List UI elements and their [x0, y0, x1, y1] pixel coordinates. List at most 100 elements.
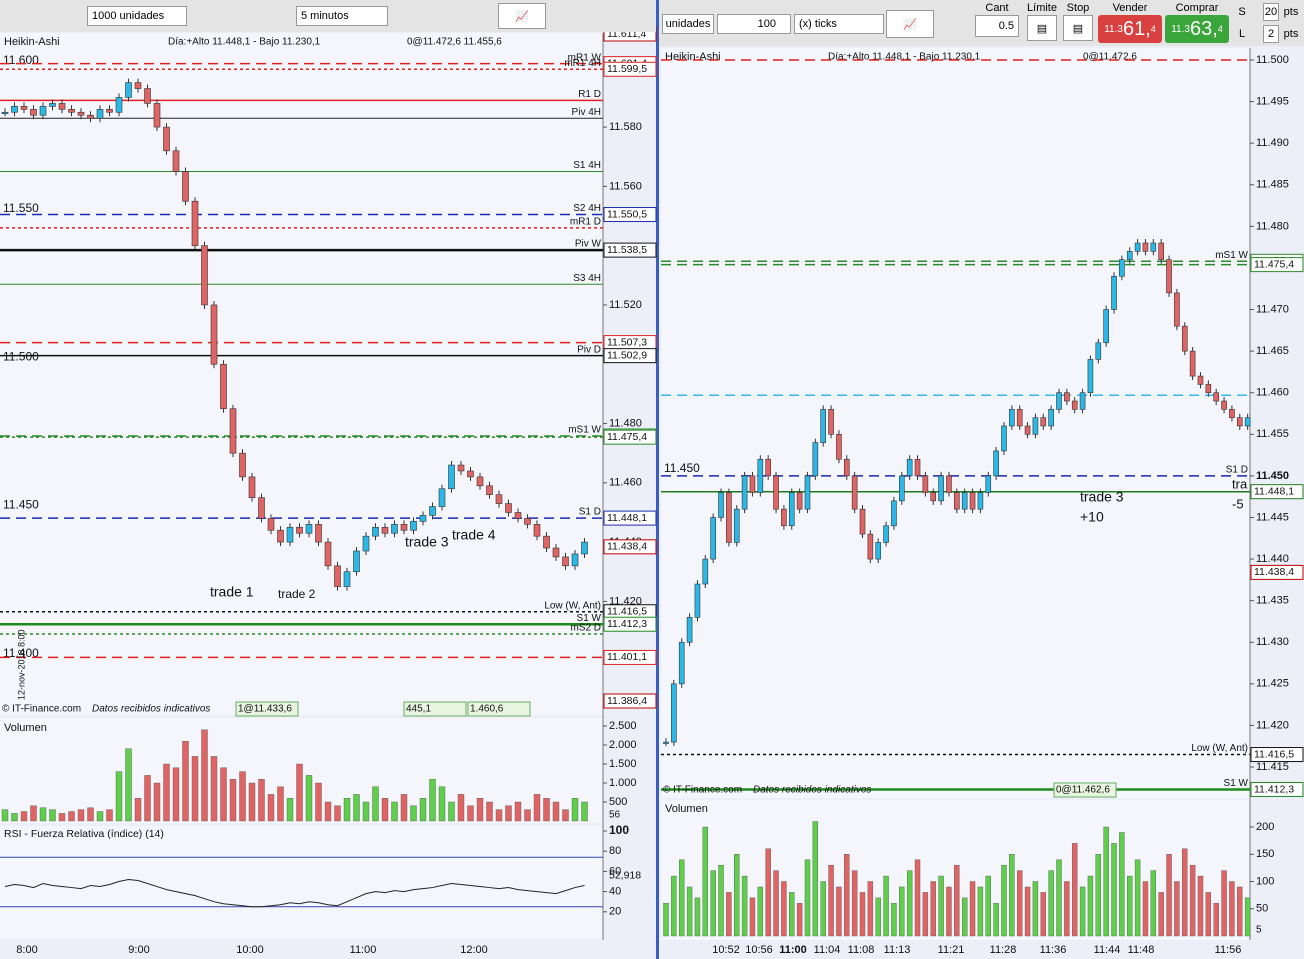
sell-button[interactable]: 11.3 61, 4 [1098, 15, 1162, 43]
level-tag-box [1250, 484, 1304, 500]
volume-bar [1213, 903, 1219, 937]
candle [757, 458, 764, 493]
level-tag-box [603, 693, 657, 709]
quantity-select[interactable]: 1000 unidades [87, 6, 187, 26]
level-tag-box [603, 649, 657, 665]
x-tick-label: 8:00 [16, 944, 37, 956]
candle [686, 616, 693, 643]
volume-bar [1064, 881, 1070, 937]
candle [867, 533, 874, 560]
level-name: mR1 D [570, 217, 601, 228]
volume-bar [812, 821, 819, 937]
level-tag: 11.475,4 [1254, 258, 1294, 270]
volume-bar [671, 875, 677, 937]
l-value[interactable]: 2 [1263, 25, 1279, 43]
y-tick-label: 80 [609, 845, 621, 857]
chart-type-button[interactable]: 📈 [498, 3, 546, 29]
candle [533, 524, 541, 537]
volume-bar [1056, 859, 1062, 937]
x-tick-label: 11:56 [1215, 944, 1242, 956]
candle [495, 494, 503, 504]
candle [969, 492, 976, 510]
candle [922, 475, 929, 493]
volume-bar [1229, 881, 1235, 937]
x-tick-label: 10:52 [712, 944, 740, 956]
cant-label: Cant [985, 2, 1009, 14]
inner-price-label: 11.600 [3, 53, 39, 67]
candle [1079, 392, 1086, 410]
volume-bar [969, 881, 976, 937]
volume-bar [1174, 881, 1180, 937]
candle [875, 542, 882, 560]
chart-type-button[interactable]: 📈 [886, 10, 934, 38]
stop-button[interactable]: ▤ [1063, 15, 1093, 41]
stop-label: Stop [1066, 2, 1090, 14]
candle [851, 475, 858, 510]
limit-label: Límite [1027, 2, 1057, 14]
y-tick-label: 11.580 [609, 121, 642, 133]
candle [1181, 325, 1188, 352]
cant-input[interactable]: 0.5 [975, 15, 1019, 37]
candle [77, 111, 85, 116]
candle [820, 409, 827, 443]
ticks-input[interactable]: 100 [717, 14, 791, 34]
volume-bar [495, 809, 503, 822]
candle [1048, 409, 1054, 427]
annotation: +10 [1080, 509, 1104, 525]
candle [457, 464, 465, 472]
left-plot [0, 33, 603, 715]
candle [552, 547, 560, 558]
volume-bar [429, 779, 436, 822]
candle [30, 108, 37, 116]
inner-price-label: 11.450 [664, 461, 700, 475]
level-name: mR1 W [568, 52, 602, 63]
volume-bar [906, 870, 913, 937]
candle [702, 558, 709, 585]
s-value[interactable]: 20 [1263, 3, 1279, 21]
volume-bar [1166, 854, 1172, 937]
volume-bar [1001, 864, 1007, 937]
level-name: mR1 4H [564, 58, 601, 69]
candle [993, 450, 999, 477]
candle [726, 492, 732, 543]
candle [1071, 400, 1078, 410]
volume-bar [182, 741, 189, 822]
volume-bar [305, 775, 313, 822]
volume-bar [68, 811, 75, 822]
candle [1229, 409, 1235, 418]
candle [286, 526, 294, 543]
level-name: mS1 W [568, 425, 601, 436]
volume-bar [1, 809, 9, 822]
candle [1032, 417, 1039, 435]
annotation: -5 [1232, 496, 1244, 511]
bottom-tag: 1.460,6 [470, 704, 504, 715]
inner-price-label: 11.550 [3, 201, 39, 215]
volume-bar [467, 805, 474, 822]
x-tick-label: 11:21 [938, 944, 965, 956]
volume-bar [391, 801, 398, 822]
candle [1158, 242, 1164, 260]
candle [410, 521, 417, 531]
volume-bar [899, 886, 905, 937]
volume-bar [505, 805, 512, 822]
candle [1, 111, 9, 115]
volume-bar [710, 870, 716, 937]
ticks-select[interactable]: (x) ticks [794, 14, 884, 34]
candle [1001, 425, 1007, 452]
order-tag: 0@11.472,6 11.455,6 [407, 37, 502, 48]
buy-button[interactable]: 11.3 63, 4 [1165, 15, 1229, 43]
candle [400, 524, 408, 531]
limit-button[interactable]: ▤ [1027, 15, 1057, 41]
interval-select[interactable]: 5 minutos [296, 6, 388, 26]
candle [954, 492, 960, 510]
volume-bar [954, 864, 960, 937]
candle [96, 108, 104, 119]
level-name: mS1 W [1215, 250, 1248, 261]
volume-bar [87, 807, 94, 822]
volume-bar [851, 870, 858, 937]
volume-bar [1142, 881, 1149, 937]
unit-select[interactable]: unidades [662, 14, 714, 34]
volume-bar [581, 801, 588, 822]
candle [1236, 417, 1243, 427]
candle [11, 106, 18, 113]
